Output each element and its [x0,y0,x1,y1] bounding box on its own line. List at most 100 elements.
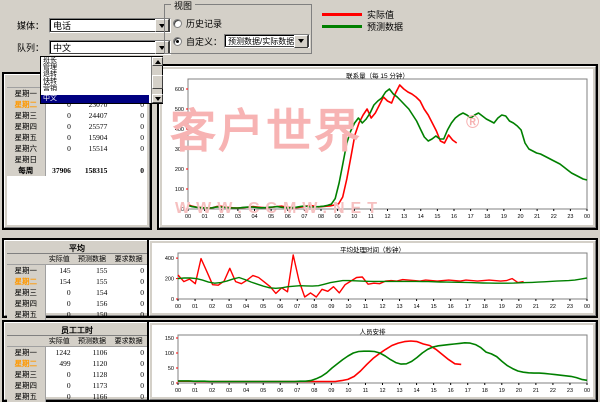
table-row[interactable]: 星期日 [7,154,147,165]
table-row[interactable]: 星期一 1242 1106 0 [7,346,147,358]
svg-text:04: 04 [243,304,249,310]
table-row[interactable]: 星期三 0 1128 0 [7,369,147,380]
table-row[interactable]: 星期四 0 1173 0 [7,380,147,391]
svg-text:22: 22 [551,214,557,220]
svg-text:00: 00 [175,304,181,310]
table-row[interactable]: 星期四 0 25577 0 [7,121,147,132]
dropdown-option[interactable]: 退转 [43,71,57,78]
dropdown-option-selected[interactable]: 中文 [41,95,149,103]
table-row-total[interactable]: 每周 37906 158315 0 [7,165,147,176]
queue-dropdown-list[interactable]: 班长 管理 退转 快转 营销 中文 [40,56,163,104]
cell-forecast: 1106 [92,348,108,357]
svg-text:10: 10 [351,214,357,220]
svg-text:22: 22 [550,388,556,394]
dropdown-option[interactable]: 管理 [43,64,57,71]
svg-text:06: 06 [277,304,283,310]
scroll-up-icon[interactable] [152,57,163,66]
table-row[interactable]: 星期二 0 23070 0 [7,99,147,110]
svg-text:12: 12 [379,388,385,394]
row-label: 星期五 [7,132,46,143]
svg-text:05: 05 [260,388,266,394]
table-row[interactable]: 星期二 154 155 0 [7,276,147,287]
cell-forecast [74,154,111,165]
svg-text:05: 05 [268,214,274,220]
dropdown-options[interactable]: 班长 管理 退转 快转 营销 中文 [41,57,151,103]
svg-text:13: 13 [396,304,402,310]
cell-required: 0 [140,166,144,175]
svg-text:11: 11 [368,214,374,220]
svg-text:01: 01 [192,304,198,310]
row-label: 星期日 [7,154,46,165]
svg-text:05: 05 [260,304,266,310]
chevron-down-icon[interactable] [155,19,169,32]
cell-forecast: 150 [96,310,108,319]
svg-text:21: 21 [534,214,540,220]
svg-text:04: 04 [243,388,249,394]
table-row[interactable]: 星期二 499 1120 0 [7,358,147,369]
svg-text:01: 01 [202,214,208,220]
table-row[interactable]: 星期五 0 1166 0 [7,391,147,402]
table-row[interactable]: 星期五 0 15904 0 [7,132,147,143]
dropdown-option[interactable]: 班长 [43,57,57,64]
cell-forecast: 155 [96,277,108,286]
media-combobox[interactable]: 电话 [49,18,171,33]
table-row[interactable]: 星期六 0 15514 0 [7,143,147,154]
col-actual: 实际值 [45,336,74,347]
cell-forecast: 23070 [88,100,108,109]
svg-text:18: 18 [484,214,490,220]
svg-text:00: 00 [584,214,590,220]
scroll-down-icon[interactable] [152,94,163,103]
cell-forecast: 1120 [92,359,108,368]
dropdown-option[interactable]: 营销 [43,85,57,92]
svg-text:200: 200 [175,167,184,173]
svg-text:200: 200 [165,277,174,283]
svg-text:08: 08 [318,214,324,220]
cell-actual: 1242 [55,348,71,357]
svg-text:19: 19 [499,388,505,394]
svg-text:17: 17 [468,214,474,220]
row-label: 星期三 [7,287,46,298]
svg-text:17: 17 [465,388,471,394]
aht-chart[interactable]: 平均处理时间（秒钟） 0 200 400 00 01 02 03 04 05 06 07 08 09 10… [152,243,593,313]
svg-text:0: 0 [171,381,174,387]
staffing-chart[interactable]: 人员安排 0 50 100 150 00 01 02 03 04 05 06 07 08 09 10 11 12… [152,325,593,397]
scrollbar-thumb[interactable] [152,75,163,89]
dropdown-scrollbar[interactable] [151,57,163,103]
table-row[interactable]: 星期四 0 156 0 [7,298,147,309]
staff-hours-table-panel: 员工工时 实际值 预测数据 要求数据 星期一 1242 1106 0 [2,320,152,402]
svg-text:02: 02 [209,388,215,394]
svg-text:16: 16 [448,304,454,310]
table-row[interactable]: 星期五 0 150 0 [7,309,147,320]
custom-view-combobox[interactable]: 预测数据/实际数据 [224,34,311,48]
contacts-chart[interactable]: 联系量（每 15 分钟） 0 100 200 300 400 500 600 00 01 02 03… [162,69,593,225]
watermark-registered-icon: ® [466,112,480,132]
svg-text:18: 18 [482,304,488,310]
row-label: 星期四 [7,298,46,309]
cell-actual: 499 [59,359,71,368]
dropdown-option[interactable]: 快转 [43,78,57,85]
queue-combobox[interactable]: 中文 [49,40,171,55]
table-row[interactable]: 星期一 145 155 0 [7,264,147,276]
row-label: 星期二 [7,358,46,369]
radio-custom-row[interactable]: 自定义： 预测数据/实际数据 [173,34,311,48]
svg-text:23: 23 [567,304,573,310]
cell-required: 0 [140,381,144,390]
table-row[interactable]: 星期三 0 154 0 [7,287,147,298]
cell-required: 0 [140,133,144,142]
svg-text:06: 06 [277,388,283,394]
cell-required: 0 [140,266,144,275]
staff-hours-table-title: 员工工时 [7,325,147,336]
svg-text:16: 16 [451,214,457,220]
svg-text:10: 10 [345,304,351,310]
radio-custom-icon[interactable] [173,36,182,46]
queue-filter-row: 队列： 中文 [8,40,171,55]
radio-history-icon[interactable] [173,19,182,28]
chevron-down-icon[interactable] [294,34,309,48]
chevron-down-icon[interactable] [155,41,169,54]
radio-history-row[interactable]: 历史记录 [173,17,222,30]
legend-label-forecast: 预测数据 [367,21,404,32]
svg-text:18: 18 [482,388,488,394]
table-row[interactable]: 星期三 0 24407 0 [7,110,147,121]
svg-text:20: 20 [516,388,522,394]
svg-text:15: 15 [434,214,440,220]
